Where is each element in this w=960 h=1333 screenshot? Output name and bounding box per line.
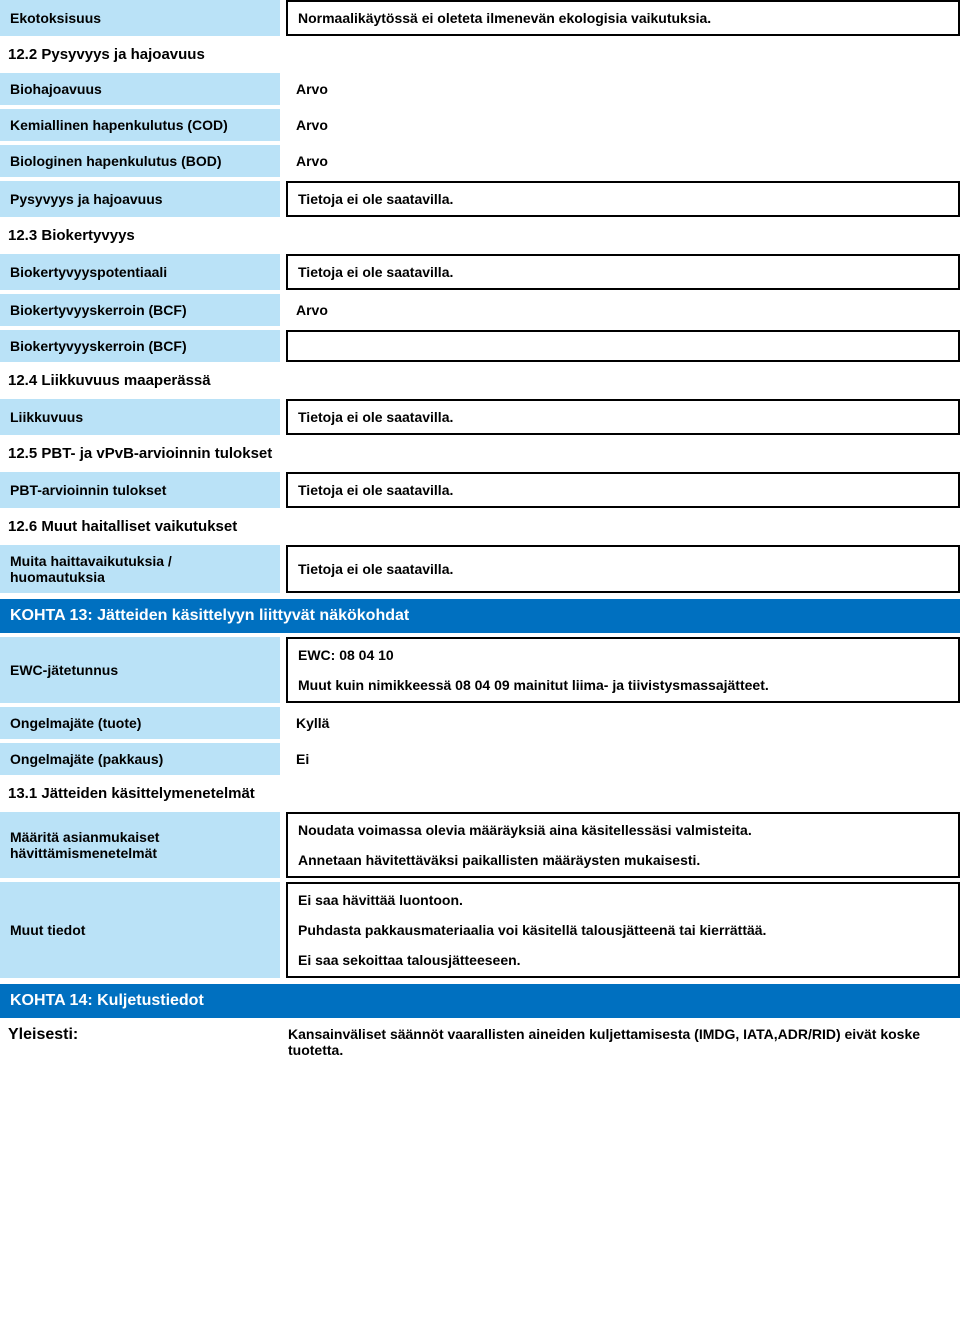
row-muita: Muita haittavaikutuksia / huomautuksia T… [0, 545, 960, 593]
label-yleisesti: Yleisesti: [0, 1022, 280, 1062]
muut-line2: Puhdasta pakkausmateriaalia voi käsitell… [298, 922, 766, 938]
row-ekotoksisuus: Ekotoksisuus Normaalikäytössä ei oleteta… [0, 0, 960, 36]
value-muita: Tietoja ei ole saatavilla. [286, 545, 960, 593]
label-muita: Muita haittavaikutuksia / huomautuksia [0, 545, 280, 593]
muut-line1: Ei saa hävittää luontoon. [298, 892, 463, 908]
row-biokertyvyyspotentiaali: Biokertyvyyspotentiaali Tietoja ei ole s… [0, 254, 960, 290]
value-ongelma-pakkaus: Ei [286, 743, 960, 775]
label-muut: Muut tiedot [0, 882, 280, 978]
value-liikkuvuus: Tietoja ei ole saatavilla. [286, 399, 960, 435]
value-bcf2 [286, 330, 960, 362]
label-ewc: EWC-jätetunnus [0, 637, 280, 703]
value-ongelma-tuote: Kyllä [286, 707, 960, 739]
heading-12-6: 12.6 Muut haitalliset vaikutukset [0, 512, 960, 541]
ewc-line1: EWC: 08 04 10 [298, 647, 394, 663]
row-yleisesti: Yleisesti: Kansainväliset säännöt vaaral… [0, 1022, 960, 1062]
label-liikkuvuus: Liikkuvuus [0, 399, 280, 435]
label-ongelma-pakkaus: Ongelmajäte (pakkaus) [0, 743, 280, 775]
label-bcf1: Biokertyvyyskerroin (BCF) [0, 294, 280, 326]
row-maarita: Määritä asianmukaiset hävittämismenetelm… [0, 812, 960, 878]
label-ekotoksisuus: Ekotoksisuus [0, 0, 280, 36]
muut-line3: Ei saa sekoittaa talousjätteeseen. [298, 952, 521, 968]
row-liikkuvuus: Liikkuvuus Tietoja ei ole saatavilla. [0, 399, 960, 435]
maarita-line2: Annetaan hävitettäväksi paikallisten mää… [298, 852, 700, 868]
value-pysyvyys: Tietoja ei ole saatavilla. [286, 181, 960, 217]
heading-12-2: 12.2 Pysyvyys ja hajoavuus [0, 40, 960, 69]
section-kohta14: KOHTA 14: Kuljetustiedot [0, 984, 960, 1018]
heading-12-4: 12.4 Liikkuvuus maaperässä [0, 366, 960, 395]
label-pbt: PBT-arvioinnin tulokset [0, 472, 280, 508]
label-cod: Kemiallinen hapenkulutus (COD) [0, 109, 280, 141]
label-biokertyvyyspotentiaali: Biokertyvyyspotentiaali [0, 254, 280, 290]
row-cod: Kemiallinen hapenkulutus (COD) Arvo [0, 109, 960, 141]
label-maarita: Määritä asianmukaiset hävittämismenetelm… [0, 812, 280, 878]
value-yleisesti: Kansainväliset säännöt vaarallisten aine… [280, 1022, 960, 1062]
value-pbt: Tietoja ei ole saatavilla. [286, 472, 960, 508]
heading-12-3: 12.3 Biokertyvyys [0, 221, 960, 250]
row-muut: Muut tiedot Ei saa hävittää luontoon. Pu… [0, 882, 960, 978]
row-pbt: PBT-arvioinnin tulokset Tietoja ei ole s… [0, 472, 960, 508]
value-biohajoavuus: Arvo [286, 73, 960, 105]
row-ewc: EWC-jätetunnus EWC: 08 04 10 Muut kuin n… [0, 637, 960, 703]
value-bcf1: Arvo [286, 294, 960, 326]
heading-12-5: 12.5 PBT- ja vPvB-arvioinnin tulokset [0, 439, 960, 468]
heading-13-1: 13.1 Jätteiden käsittelymenetelmät [0, 779, 960, 808]
label-biohajoavuus: Biohajoavuus [0, 73, 280, 105]
label-bod: Biologinen hapenkulutus (BOD) [0, 145, 280, 177]
value-ekotoksisuus: Normaalikäytössä ei oleteta ilmenevän ek… [286, 0, 960, 36]
section-kohta13: KOHTA 13: Jätteiden käsittelyyn liittyvä… [0, 599, 960, 633]
row-biohajoavuus: Biohajoavuus Arvo [0, 73, 960, 105]
value-cod: Arvo [286, 109, 960, 141]
row-pysyvyys: Pysyvyys ja hajoavuus Tietoja ei ole saa… [0, 181, 960, 217]
value-ewc: EWC: 08 04 10 Muut kuin nimikkeessä 08 0… [286, 637, 960, 703]
row-ongelma-pakkaus: Ongelmajäte (pakkaus) Ei [0, 743, 960, 775]
row-bod: Biologinen hapenkulutus (BOD) Arvo [0, 145, 960, 177]
label-ongelma-tuote: Ongelmajäte (tuote) [0, 707, 280, 739]
label-bcf2: Biokertyvyyskerroin (BCF) [0, 330, 280, 362]
row-bcf1: Biokertyvyyskerroin (BCF) Arvo [0, 294, 960, 326]
maarita-line1: Noudata voimassa olevia määräyksiä aina … [298, 822, 752, 838]
row-ongelma-tuote: Ongelmajäte (tuote) Kyllä [0, 707, 960, 739]
value-bod: Arvo [286, 145, 960, 177]
value-muut: Ei saa hävittää luontoon. Puhdasta pakka… [286, 882, 960, 978]
row-bcf2: Biokertyvyyskerroin (BCF) [0, 330, 960, 362]
value-biokertyvyyspotentiaali: Tietoja ei ole saatavilla. [286, 254, 960, 290]
value-maarita: Noudata voimassa olevia määräyksiä aina … [286, 812, 960, 878]
ewc-line2: Muut kuin nimikkeessä 08 04 09 mainitut … [298, 677, 769, 693]
label-pysyvyys: Pysyvyys ja hajoavuus [0, 181, 280, 217]
